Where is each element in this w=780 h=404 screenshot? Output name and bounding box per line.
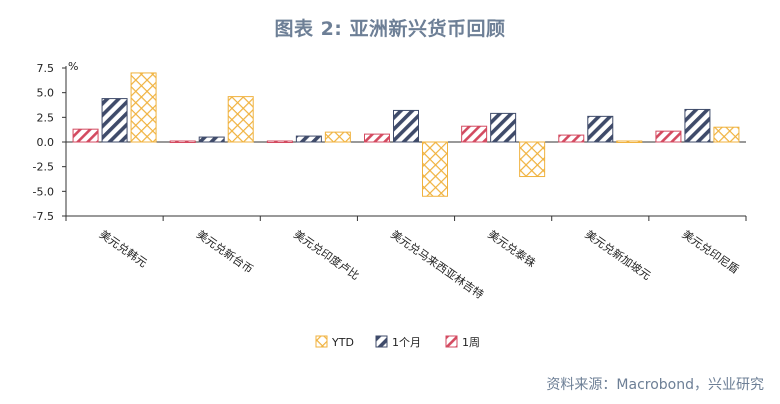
bar-YTD-6 <box>713 126 740 143</box>
x-category-label: 美元兑印尼盾 <box>680 227 742 276</box>
bar-1个月-0 <box>101 98 128 143</box>
category-labels: 美元兑韩元 美元兑新台币 美元兑印度卢比 美元兑马来西亚林吉特 美元兑泰铢 美元兑新加坡元… <box>97 227 742 302</box>
bar-YTD-1 <box>227 96 254 143</box>
x-category-label: 美元兑马来西亚林吉特 <box>388 227 486 302</box>
bar-1个月-3 <box>393 109 419 143</box>
bar-1周-2 <box>266 140 293 144</box>
bar-YTD-2 <box>324 131 351 143</box>
y-tick-label: 0.0 <box>37 136 55 149</box>
y-tick-label: 7.5 <box>37 62 55 75</box>
legend-label: 1周 <box>462 336 480 349</box>
bar-1个月-4 <box>490 112 517 143</box>
bar-YTD-3 <box>422 141 448 197</box>
bar-1个月-6 <box>684 108 711 143</box>
legend-label: YTD <box>331 336 354 349</box>
legend-label: 1个月 <box>392 336 421 349</box>
bar-1周-5 <box>558 134 585 143</box>
bar-1个月-1 <box>198 136 225 143</box>
source-note: 资料来源：Macrobond，兴业研究 <box>546 377 764 393</box>
bar-1周-6 <box>655 130 682 143</box>
x-category-label: 美元兑新台币 <box>194 227 256 276</box>
bar-1周-0 <box>72 128 99 143</box>
y-tick-label: 5.0 <box>37 87 55 100</box>
x-category-label: 美元兑泰铢 <box>485 227 538 270</box>
y-tick-label: 2.5 <box>37 111 55 124</box>
y-tick-label: -7.5 <box>33 210 54 223</box>
y-tick-label: -2.5 <box>33 161 54 174</box>
chart-title: 图表 2: 亚洲新兴货币回顾 <box>274 18 506 40</box>
x-category-label: 美元兑韩元 <box>97 227 150 270</box>
bar-YTD-5 <box>616 140 643 144</box>
legend-swatch <box>445 335 458 348</box>
y-tick-label: -5.0 <box>33 185 54 198</box>
bars <box>72 72 740 197</box>
bar-YTD-0 <box>130 72 157 143</box>
legend-swatch <box>315 335 328 348</box>
bar-1个月-5 <box>587 115 614 143</box>
y-unit-label: % <box>68 60 78 73</box>
bar-1周-4 <box>461 125 488 143</box>
bar-YTD-4 <box>519 141 546 178</box>
bar-1周-1 <box>169 140 196 144</box>
legend-swatch <box>375 335 388 348</box>
bar-1个月-2 <box>295 135 322 143</box>
bar-1周-3 <box>364 133 390 143</box>
x-category-label: 美元兑新加坡元 <box>583 227 654 283</box>
x-category-label: 美元兑印度卢比 <box>291 227 362 283</box>
legend: YTD 1个月 1周 <box>315 335 480 349</box>
